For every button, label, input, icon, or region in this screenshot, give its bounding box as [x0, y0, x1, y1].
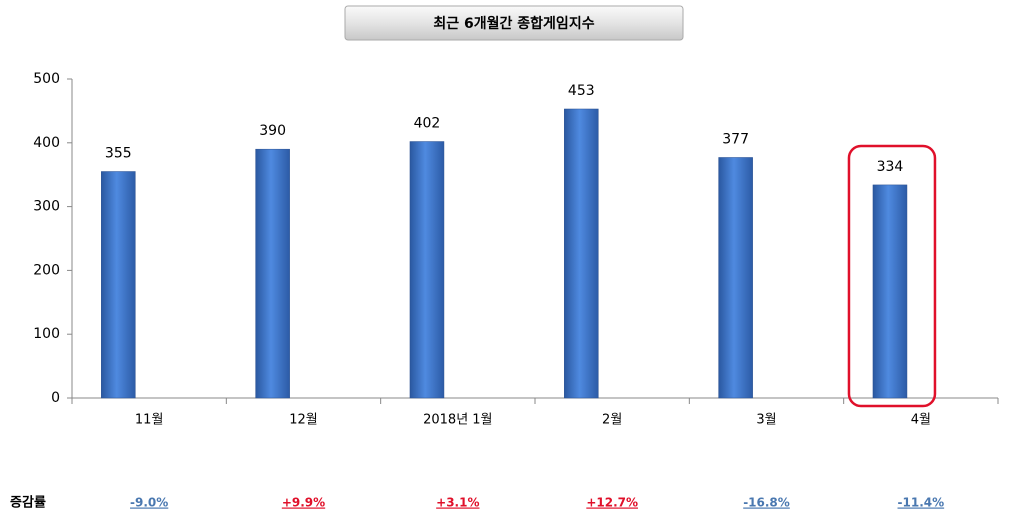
data-label: 453	[568, 83, 595, 99]
bar	[564, 108, 599, 399]
data-label: 355	[105, 146, 132, 162]
x-tick-label: 12월	[289, 413, 318, 428]
data-label: 390	[259, 123, 286, 139]
data-label: 402	[414, 116, 441, 132]
bar	[409, 141, 445, 399]
data-label: 334	[877, 159, 904, 175]
chart-title: 최근 6개월간 종합게임지수	[433, 15, 594, 32]
highlight-box	[847, 144, 937, 408]
bar	[101, 171, 136, 399]
y-tick-label: 0	[51, 390, 60, 406]
x-tick-label: 2월	[602, 413, 622, 428]
change-label: 증감률	[10, 496, 46, 511]
change-value: +9.9%	[282, 496, 325, 510]
change-value: -9.0%	[130, 496, 168, 510]
y-tick-label: 400	[33, 135, 60, 151]
y-tick-label: 100	[33, 326, 60, 342]
y-tick-label: 500	[33, 71, 60, 87]
bar	[255, 148, 290, 399]
x-tick-label: 4월	[911, 413, 931, 428]
data-label: 377	[722, 131, 749, 147]
x-tick-label: 3월	[756, 413, 776, 428]
bar	[872, 184, 908, 399]
y-tick-label: 200	[33, 262, 60, 278]
change-value: -11.4%	[898, 496, 945, 510]
change-value: -16.8%	[743, 496, 790, 510]
bar	[718, 157, 753, 399]
change-value: +3.1%	[436, 496, 479, 510]
y-tick-label: 300	[33, 199, 60, 215]
x-tick-label: 11월	[135, 413, 164, 428]
x-tick-label: 2018년 1월	[423, 413, 492, 428]
change-value: +12.7%	[586, 496, 638, 510]
title-box	[344, 5, 684, 41]
